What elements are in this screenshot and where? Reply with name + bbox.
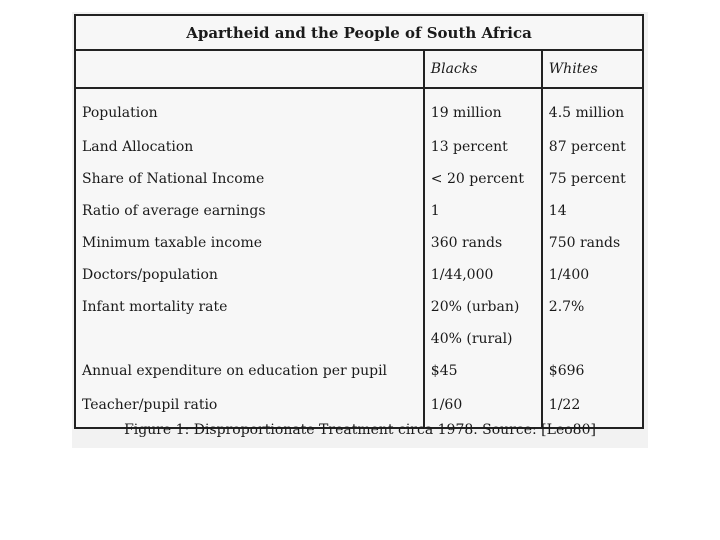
row-label: Annual expenditure on education per pupi…	[75, 355, 425, 387]
table-title-row: Apartheid and the People of South Africa	[75, 15, 643, 51]
row-label: Population	[75, 88, 425, 131]
blacks-value: 1/60	[423, 387, 543, 428]
whites-value: 14	[548, 203, 567, 219]
blacks-value: 1	[423, 195, 543, 227]
whites-value: 1/400	[548, 267, 590, 283]
row-label: Infant mortality rate	[75, 291, 425, 323]
table-row: Annual expenditure on education per pupi…	[75, 355, 643, 387]
table-row: Land Allocation 13 percent 87 percent	[75, 131, 643, 163]
blacks-value: $45	[423, 355, 543, 387]
table-header-row: Blacks Whites	[75, 50, 643, 89]
row-label: Minimum taxable income	[75, 227, 425, 259]
blacks-value: 13 percent	[423, 131, 543, 163]
table-row: Teacher/pupil ratio 1/60 1/22	[75, 387, 643, 428]
row-label: Land Allocation	[75, 131, 425, 163]
column-header-label	[75, 50, 425, 89]
whites-value: 1/22	[548, 397, 581, 413]
figure-caption: Figure 1: Disproportionate Treatment cir…	[124, 422, 596, 438]
blacks-value: 40% (rural)	[423, 323, 543, 355]
table-row: Minimum taxable income 360 rands 750 ran…	[75, 227, 643, 259]
whites-value: 2.7%	[548, 299, 585, 315]
whites-value: 4.5 million	[548, 105, 625, 121]
whites-value	[542, 323, 643, 355]
blacks-value: 1/44,000	[423, 259, 543, 291]
row-label	[75, 323, 425, 355]
table-row: 40% (rural)	[75, 323, 643, 355]
blacks-value: 360 rands	[423, 227, 543, 259]
table-row: Share of National Income < 20 percent 75…	[75, 163, 643, 195]
column-header-whites: Whites	[541, 50, 643, 89]
table-row: Infant mortality rate 20% (urban) 2.7%	[75, 291, 643, 323]
whites-value: 75 percent	[548, 171, 626, 187]
blacks-value: < 20 percent	[423, 163, 543, 195]
table-row: Population 19 million 4.5 million	[75, 88, 643, 131]
whites-value: 87 percent	[548, 139, 626, 155]
row-label: Teacher/pupil ratio	[75, 387, 425, 428]
table-title: Apartheid and the People of South Africa	[75, 15, 643, 51]
row-label: Share of National Income	[75, 163, 425, 195]
whites-value: $696	[548, 363, 585, 379]
whites-value: 750 rands	[548, 235, 621, 251]
blacks-value: 20% (urban)	[423, 291, 543, 323]
apartheid-table: Apartheid and the People of South Africa…	[74, 14, 644, 429]
row-label: Ratio of average earnings	[75, 195, 425, 227]
blacks-value: 19 million	[423, 88, 543, 131]
figure: Apartheid and the People of South Africa…	[72, 12, 648, 448]
table-row: Doctors/population 1/44,000 1/400	[75, 259, 643, 291]
column-header-blacks: Blacks	[423, 50, 543, 89]
table-row: Ratio of average earnings 1 14	[75, 195, 643, 227]
row-label: Doctors/population	[75, 259, 425, 291]
